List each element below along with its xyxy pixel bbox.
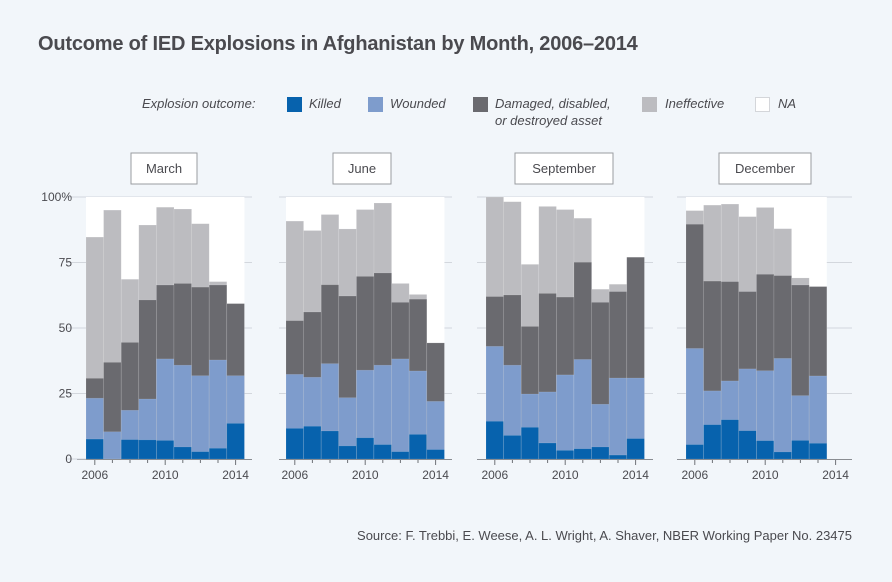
bar-killed-2013 [208, 447, 228, 460]
bar-killed-2010 [156, 440, 175, 460]
legend-label-damaged: Damaged, disabled, [495, 96, 611, 111]
panel-title-box [130, 152, 198, 185]
panel-title: March [146, 161, 182, 176]
legend-swatch-wounded [368, 97, 383, 112]
bar-killed-2013 [408, 434, 428, 460]
bar-killed-2009 [538, 442, 557, 460]
legend-label-ineffective: Ineffective [665, 96, 725, 111]
legend-swatch-ineffective [642, 97, 657, 112]
x-tick-label: 2006 [481, 468, 508, 482]
legend-label-killed: Killed [309, 96, 341, 111]
legend: Explosion outcome: Killed Wounded Damage… [0, 96, 892, 136]
y-tick-label: 0 [65, 452, 72, 466]
bar-killed-2009 [138, 439, 157, 460]
bar-wounded-2011 [173, 364, 192, 460]
source-note: Source: F. Trebbi, E. Weese, A. L. Wrigh… [357, 528, 852, 543]
x-tick-label: 2014 [822, 468, 849, 482]
bar-killed-2012 [191, 451, 210, 460]
bar-killed-2009 [738, 430, 757, 460]
bar-killed-2014 [226, 423, 245, 460]
bar-killed-2011 [773, 451, 792, 460]
x-tick-label: 2014 [622, 468, 649, 482]
bar-killed-2009 [338, 445, 357, 460]
bar-killed-2011 [373, 444, 392, 460]
panel-title-box [332, 152, 392, 185]
bar-killed-2010 [756, 440, 775, 460]
x-tick-label: 2010 [552, 468, 579, 482]
bar-wounded-2010 [556, 374, 575, 460]
bar-killed-2012 [591, 446, 610, 460]
bar-killed-2008 [320, 430, 340, 460]
bar-killed-2008 [120, 439, 140, 460]
panel-march: 2006 2010 2014 0 25 50 75 100% March [41, 152, 252, 482]
panel-title: June [348, 161, 376, 176]
chart-title: Outcome of IED Explosions in Afghanistan… [38, 33, 638, 55]
legend-swatch-damaged [473, 97, 488, 112]
x-tick-label: 2006 [681, 468, 708, 482]
bar-killed-2006 [685, 444, 704, 460]
bar-killed-2007 [703, 424, 722, 460]
bar-killed-2013 [808, 442, 828, 460]
panel-title-box [514, 152, 614, 185]
y-tick-label: 50 [59, 321, 73, 335]
bar-killed-2006 [485, 420, 504, 460]
y-tick-label: 100% [41, 190, 72, 204]
bar-wounded-2011 [773, 358, 792, 460]
legend-title: Explosion outcome: [142, 96, 256, 111]
legend-label-wounded: Wounded [390, 96, 446, 111]
bar-killed-2012 [791, 440, 810, 460]
bar-wounded-2013 [608, 377, 628, 460]
x-tick-label: 2014 [422, 468, 449, 482]
bar-killed-2010 [556, 450, 575, 460]
x-tick-label: 2010 [752, 468, 779, 482]
panel-title-box [718, 152, 812, 185]
y-tick-label: 75 [59, 256, 73, 270]
bar-killed-2007 [303, 425, 322, 460]
legend-label-damaged-line2: or destroyed asset [495, 113, 602, 128]
bar-wounded-2007 [103, 431, 122, 460]
bar-killed-2007 [503, 435, 522, 460]
bar-killed-2013 [608, 454, 628, 460]
bar-wounded-2013 [208, 359, 228, 460]
bar-wounded-2012 [391, 358, 410, 460]
x-tick-label: 2010 [352, 468, 379, 482]
x-tick-label: 2010 [152, 468, 179, 482]
bar-killed-2010 [356, 437, 375, 460]
panel-title: December [735, 161, 796, 176]
bar-wounded-2006 [685, 348, 704, 460]
x-tick-label: 2006 [81, 468, 108, 482]
panel-december: 2006 2010 2014 December [677, 152, 852, 482]
legend-label-na: NA [778, 96, 797, 111]
panel-september: 2006 2010 2014 September [477, 152, 653, 482]
bar-wounded-2011 [573, 359, 592, 460]
bar-killed-2012 [391, 451, 410, 460]
bar-killed-2006 [285, 428, 304, 460]
panel-title: September [532, 161, 596, 176]
legend-swatch-killed [287, 97, 302, 112]
x-tick-label: 2014 [222, 468, 249, 482]
legend-swatch-na [755, 97, 770, 112]
bar-killed-2011 [573, 448, 592, 460]
x-tick-label: 2006 [281, 468, 308, 482]
bar-killed-2008 [720, 419, 740, 460]
bar-killed-2014 [626, 438, 645, 460]
bar-killed-2008 [520, 426, 540, 460]
panel-june: 2006 2010 2014 June [279, 152, 452, 482]
bar-killed-2011 [173, 446, 192, 460]
bar-killed-2014 [426, 449, 445, 460]
y-tick-label: 25 [59, 387, 73, 401]
bar-killed-2006 [85, 438, 104, 460]
bar-wounded-2012 [191, 375, 210, 460]
